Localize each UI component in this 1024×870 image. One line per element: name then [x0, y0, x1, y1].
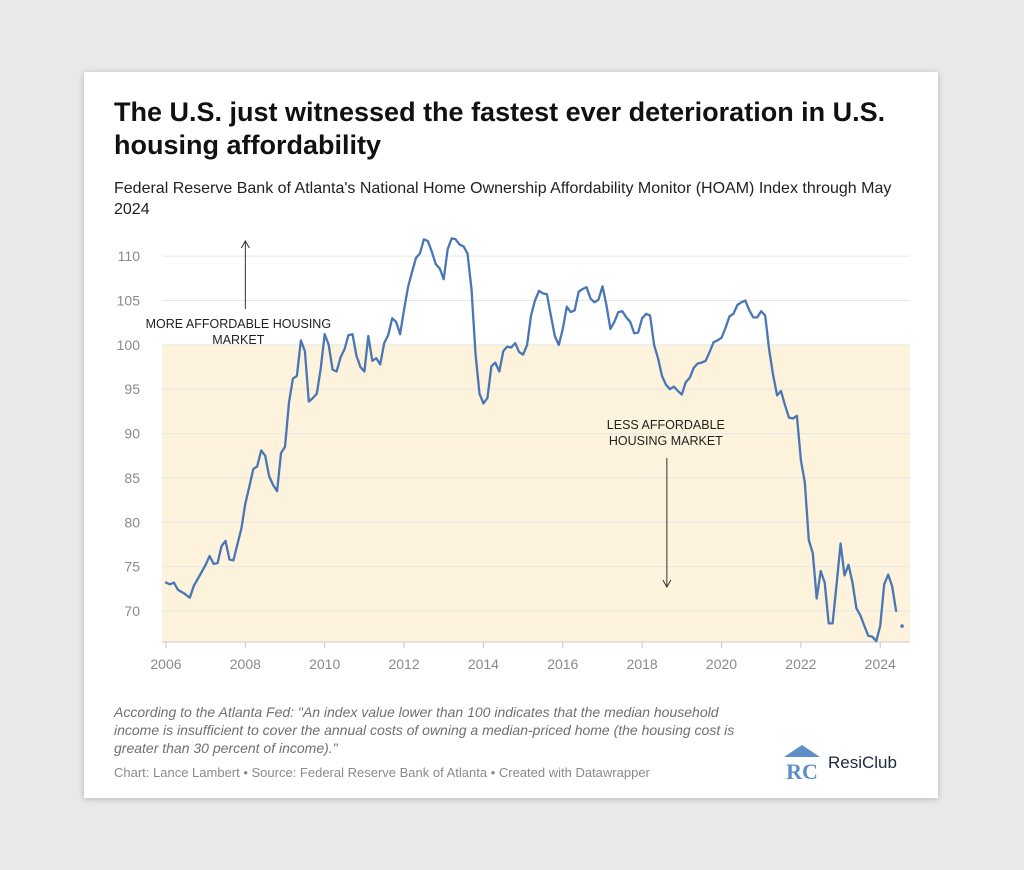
x-tick-label: 2022	[785, 656, 816, 672]
less-affordable-shade	[162, 344, 910, 642]
y-tick-label: 100	[117, 337, 141, 353]
x-tick-label: 2018	[627, 656, 658, 672]
annotation-more-affordable: MORE AFFORDABLE HOUSING MARKET	[146, 317, 331, 347]
y-tick-label: 105	[117, 293, 141, 309]
house-roof-icon: RC	[784, 745, 820, 783]
endpoint-dot	[900, 624, 904, 628]
x-tick-label: 2014	[468, 656, 499, 672]
y-tick-label: 85	[124, 470, 140, 486]
x-tick-label: 2012	[388, 656, 419, 672]
brand-logo-text: RC	[786, 759, 818, 783]
y-tick-label: 90	[124, 426, 140, 442]
y-tick-label: 75	[124, 559, 140, 575]
down-arrow-icon	[662, 579, 672, 589]
x-tick-labels: 2006 2008 2010 2012 2014 2016 2018 2020 2022 2024	[150, 656, 896, 672]
x-tick-label: 2024	[865, 656, 896, 672]
x-tick-label: 2008	[230, 656, 261, 672]
chart-title: The U.S. just witnessed the fastest ever…	[114, 97, 886, 160]
data-points	[165, 238, 897, 642]
chart-subtitle: Federal Reserve Bank of Atlanta's Nation…	[114, 180, 892, 218]
y-tick-label: 70	[124, 603, 140, 619]
x-tick-label: 2020	[706, 656, 737, 672]
y-tick-label: 80	[124, 514, 140, 530]
chart-card: The U.S. just witnessed the fastest ever…	[84, 72, 938, 798]
y-tick-labels: 70 75 80 85 90 95 100 105 110	[117, 248, 141, 619]
footnote: According to the Atlanta Fed: "An index …	[114, 704, 735, 756]
source-credit: Chart: Lance Lambert • Source: Federal R…	[114, 765, 650, 780]
annotation-less-affordable: LESS AFFORDABLE HOUSING MARKET	[607, 418, 725, 448]
y-tick-label: 95	[124, 381, 140, 397]
brand-logo: RC ResiClub	[782, 743, 897, 783]
x-tick-label: 2016	[547, 656, 578, 672]
annotations: MORE AFFORDABLE HOUSING MARKET LESS AFFORD…	[146, 239, 725, 589]
y-tick-label: 110	[118, 248, 141, 264]
x-tick-label: 2006	[150, 656, 181, 672]
brand-name: ResiClub	[828, 753, 897, 772]
up-arrow-icon	[240, 239, 250, 249]
x-tick-label: 2010	[309, 656, 340, 672]
